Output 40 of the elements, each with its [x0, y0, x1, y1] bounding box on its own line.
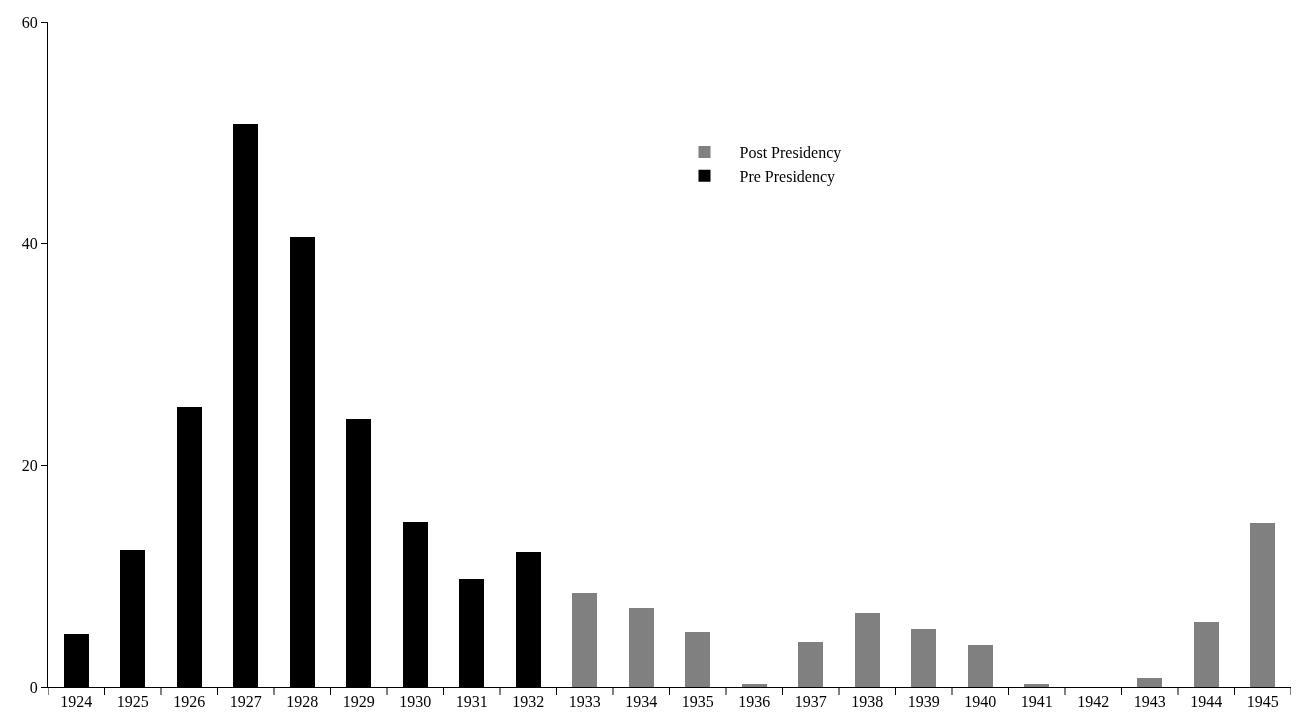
bar [854, 612, 880, 687]
x-tick-label: 1928 [286, 693, 319, 711]
bar [1250, 522, 1276, 687]
x-tick-label: 1939 [907, 693, 940, 711]
x-tick-label: 1944 [1190, 693, 1223, 711]
y-tick-label: 20 [21, 456, 38, 474]
x-tick-label: 1932 [512, 693, 545, 711]
bar [967, 644, 993, 687]
x-tick-label: 1929 [342, 693, 375, 711]
y-tick-label: 60 [21, 13, 38, 31]
x-tick-label: 1935 [681, 693, 714, 711]
x-tick-label: 1927 [229, 693, 262, 711]
bar [572, 592, 598, 687]
x-tick-label: 1943 [1133, 693, 1166, 711]
x-tick-label: 1930 [399, 693, 432, 711]
x-tick-label: 1937 [794, 693, 827, 711]
bar [685, 631, 711, 687]
x-tick-label: 1924 [60, 693, 93, 711]
legend-label: Pre Presidency [739, 167, 836, 186]
bar [1137, 678, 1163, 687]
legend-label: Post Presidency [739, 144, 842, 163]
bar [741, 683, 767, 687]
x-tick-label: 1936 [738, 693, 771, 711]
x-tick-label: 1945 [1246, 693, 1279, 711]
x-tick-label: 1938 [851, 693, 884, 711]
y-tick-label: 40 [21, 235, 38, 253]
x-tick-label: 1942 [1077, 693, 1110, 711]
bar [798, 641, 824, 687]
x-tick-label: 1933 [568, 693, 601, 711]
bar [911, 629, 937, 687]
x-tick-label: 1941 [1020, 693, 1053, 711]
x-tick-label: 1925 [116, 693, 149, 711]
bar [628, 608, 654, 687]
y-tick-label: 0 [29, 678, 38, 696]
x-tick-label: 1934 [625, 693, 658, 711]
x-tick-label: 1931 [455, 693, 488, 711]
x-tick-label: 1940 [964, 693, 997, 711]
x-tick-label: 1926 [173, 693, 206, 711]
bar [1193, 621, 1219, 687]
bar [1024, 683, 1050, 687]
